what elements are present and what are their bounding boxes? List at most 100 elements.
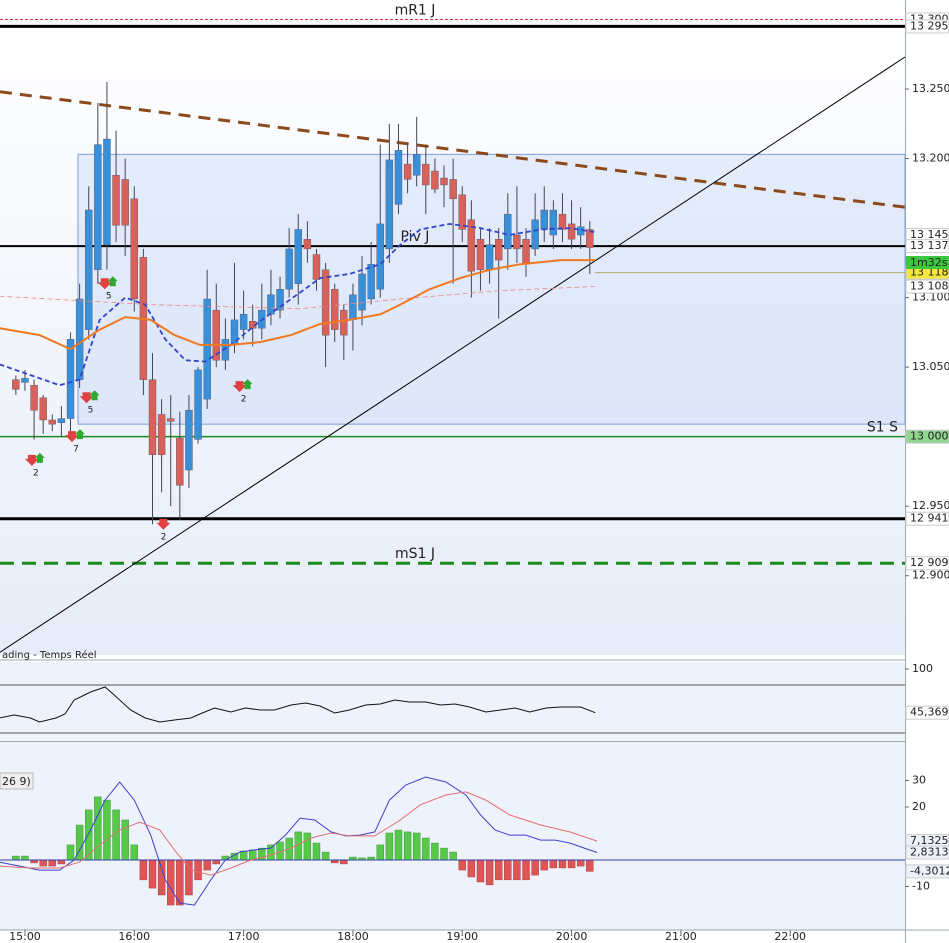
histogram-bar: [66, 844, 75, 861]
price-badge: [905, 279, 949, 294]
price-badge-label: 13 137: [910, 239, 949, 252]
candle-body: [21, 378, 29, 383]
x-tick-label: 19:00: [446, 930, 478, 943]
candle-body: [376, 223, 384, 290]
histogram-bar: [321, 851, 330, 861]
x-tick-label: 20:00: [556, 930, 588, 943]
histogram-bar: [540, 859, 548, 871]
signal-label: 2: [241, 395, 247, 405]
histogram-bar: [312, 842, 321, 861]
candle-body: [176, 437, 184, 486]
histogram-bar: [467, 859, 476, 878]
y-tick-label: 13.200: [912, 152, 949, 165]
candle-body: [567, 223, 576, 240]
histogram-bar: [385, 832, 394, 861]
candle-body: [12, 379, 20, 390]
price-badge-label: 7,1325: [910, 834, 949, 847]
signal-label: 2: [33, 468, 39, 478]
candle-body: [103, 138, 111, 245]
price-badge-label: 45,369: [910, 706, 949, 719]
price-badge-label: 13 000: [910, 430, 949, 443]
signal-arrow-up: [34, 452, 45, 463]
candle-body: [285, 248, 293, 290]
y-tick-label: 12.950: [912, 499, 949, 512]
histogram-bar: [267, 844, 275, 861]
y-tick-label: 13.050: [912, 360, 949, 373]
candle-body: [203, 298, 211, 400]
x-tick-label: 16:00: [118, 930, 150, 943]
signal-arrow-up: [89, 390, 100, 401]
price-badge: [905, 864, 949, 879]
zone: [77, 153, 906, 425]
histogram-bar: [212, 859, 220, 865]
candle-body: [294, 229, 302, 284]
candle-body: [403, 163, 412, 180]
candle-body: [476, 238, 485, 270]
candle-body: [212, 309, 220, 361]
price-panel: [0, 0, 905, 655]
histogram-bar: [531, 859, 539, 876]
trendline: [0, 90, 906, 209]
candle-body: [449, 179, 457, 200]
macd-panel: [0, 742, 905, 930]
price-badge: [905, 511, 949, 526]
histogram-bar: [103, 799, 111, 861]
candle-body: [467, 219, 476, 272]
signal: 2: [232, 379, 253, 405]
candle-body: [558, 213, 567, 230]
rsi-line: [0, 686, 596, 723]
level-label: S1 S: [867, 420, 898, 436]
candle-body: [194, 369, 202, 440]
histogram-bar: [431, 842, 439, 861]
histogram-bar: [394, 829, 403, 861]
candle-body: [549, 209, 558, 236]
candle-body: [367, 264, 375, 300]
histogram-bar: [458, 859, 466, 871]
candle-body: [431, 170, 439, 190]
candle-body: [121, 179, 129, 226]
macd-line: [0, 791, 598, 876]
histogram-bar: [48, 859, 56, 867]
candle-body: [358, 273, 366, 311]
x-tick-label: 21:00: [665, 930, 697, 943]
level-label: mR1 J: [395, 2, 436, 18]
signal: 5: [79, 390, 100, 416]
histogram-bar: [221, 855, 230, 861]
histogram-bar: [440, 847, 448, 861]
histogram-bar: [94, 796, 102, 861]
candle-body: [485, 244, 494, 270]
price-badge: [905, 705, 949, 720]
histogram-bar: [549, 859, 558, 869]
candle-body: [321, 269, 330, 336]
candle-body: [522, 238, 530, 265]
moving-average: [0, 222, 596, 387]
candle-body: [531, 219, 539, 250]
candle-body: [66, 339, 75, 419]
histogram-bar: [504, 859, 512, 881]
histogram-bar: [121, 819, 129, 861]
histogram-bar: [376, 844, 384, 861]
candle-body: [440, 177, 448, 186]
signal-arrow-up: [74, 429, 85, 440]
macd-title-box: [0, 772, 34, 790]
x-tick-label: 17:00: [228, 930, 260, 943]
candle-body: [349, 294, 357, 321]
price-badge: [905, 429, 949, 444]
signal-arrow-down: [156, 518, 171, 530]
candle-body: [39, 397, 47, 421]
candle-body: [221, 339, 230, 361]
price-badge: [905, 19, 949, 34]
y-tick-label: 30: [912, 773, 926, 786]
histogram-bar: [576, 859, 585, 867]
signal: 2: [24, 452, 45, 478]
trendline: [0, 56, 906, 653]
candle-body: [394, 149, 403, 205]
price-badge-label: 12 909: [910, 556, 949, 569]
histogram-bar: [303, 832, 312, 861]
candle-body: [513, 234, 521, 250]
histogram-bar: [476, 859, 485, 883]
candle-body: [185, 410, 193, 471]
price-badge: [905, 845, 949, 860]
level-label: Piv J: [401, 229, 430, 245]
candle-body: [239, 314, 248, 330]
